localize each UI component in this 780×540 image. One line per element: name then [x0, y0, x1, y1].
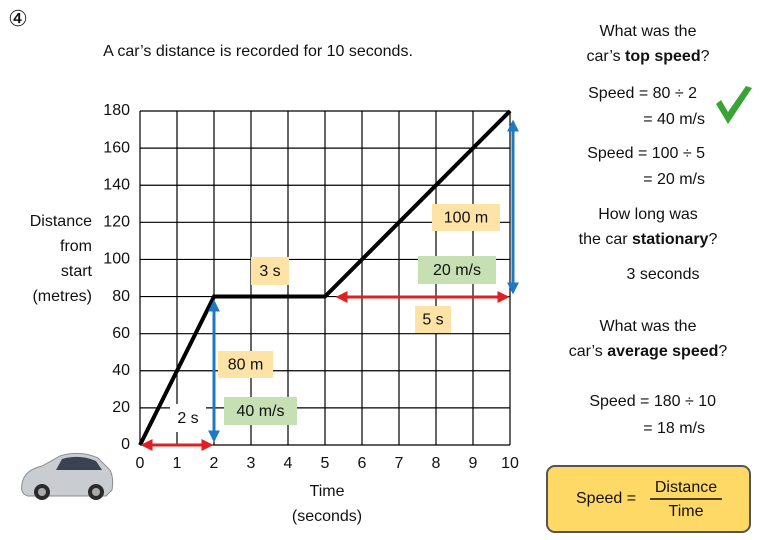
- formula-denominator: Time: [669, 503, 704, 520]
- question-line: car’s average speed?: [569, 343, 728, 360]
- answer-line: Speed = 180 ÷ 10: [589, 393, 716, 410]
- y-tick-label: 140: [103, 176, 130, 193]
- y-tick-label: 160: [103, 139, 130, 156]
- question-line: How long was: [598, 206, 698, 223]
- y-tick-label: 40: [112, 362, 130, 379]
- formula-numerator: Distance: [655, 479, 717, 496]
- answer-line: = 40 m/s: [643, 111, 705, 128]
- annotation: 100 m: [444, 210, 488, 227]
- question-text: the car: [579, 231, 632, 248]
- y-tick-label: 100: [103, 251, 130, 268]
- y-tick-label: 120: [103, 214, 130, 231]
- annotation: 40 m/s: [236, 403, 284, 420]
- y-axis-label: (metres): [32, 288, 92, 305]
- chart: 0 20 40 60 80 100 120 140 160 180 0 1 2 3 4 5 6 7 8 9 10 Dist…: [30, 102, 519, 525]
- answer-line: = 20 m/s: [643, 171, 705, 188]
- question-text: ?: [718, 343, 727, 360]
- question-line: the car stationary?: [579, 231, 718, 248]
- question-text: car’s: [587, 48, 626, 65]
- question-keyword: stationary: [632, 231, 709, 248]
- y-tick-label: 0: [121, 436, 130, 453]
- question-number: ④: [8, 6, 28, 31]
- question-line: car’s top speed?: [587, 48, 710, 65]
- question-line: What was the: [600, 318, 697, 335]
- annotation-box: [224, 397, 297, 425]
- y-tick-label: 20: [112, 399, 130, 416]
- y-tick-label: 180: [103, 102, 130, 119]
- y-tick-label: 60: [112, 325, 130, 342]
- x-axis-label: (seconds): [292, 508, 362, 525]
- arrows: [140, 119, 519, 451]
- x-tick-label: 3: [247, 455, 256, 472]
- question-text: ?: [701, 48, 710, 65]
- formula-lhs: Speed =: [576, 490, 636, 507]
- question-text: car’s: [569, 343, 608, 360]
- y-axis-label: Distance: [30, 213, 92, 230]
- question-text: ?: [708, 231, 717, 248]
- question-keyword: average speed: [607, 343, 718, 360]
- annotation: 5 s: [422, 312, 443, 329]
- annotation-box: [218, 351, 273, 378]
- questions: What was the car’s top speed? Speed = 80 ÷…: [569, 23, 728, 437]
- x-tick-label: 2: [210, 455, 219, 472]
- car-icon: [21, 452, 114, 500]
- y-axis-label: start: [61, 263, 93, 280]
- x-tick-label: 6: [358, 455, 367, 472]
- answer-line: 3 seconds: [627, 266, 700, 283]
- x-tick-label: 0: [136, 455, 145, 472]
- x-tick-label: 8: [432, 455, 441, 472]
- annotation-box: [432, 204, 500, 231]
- y-axis-label: from: [60, 238, 92, 255]
- x-tick-label: 5: [321, 455, 330, 472]
- formula-box: [546, 465, 751, 533]
- annotation-box: [170, 404, 206, 432]
- data-line: [138, 109, 512, 446]
- x-tick-label: 10: [501, 455, 519, 472]
- check-mark: [716, 86, 752, 124]
- answer-line: = 18 m/s: [643, 420, 705, 437]
- annotation: 20 m/s: [433, 262, 481, 279]
- annotation-box: [251, 257, 289, 285]
- annotation: 3 s: [259, 263, 280, 280]
- x-tick-label: 4: [284, 455, 293, 472]
- answer-line: Speed = 100 ÷ 5: [587, 145, 705, 162]
- annotation-box: [418, 256, 496, 284]
- x-axis-label: Time: [310, 483, 345, 500]
- annotation: 2 s: [177, 410, 198, 427]
- intro: A car’s distance is recorded for 10 seco…: [103, 43, 413, 60]
- answer-line: Speed = 80 ÷ 2: [588, 85, 697, 102]
- x-tick-label: 9: [469, 455, 478, 472]
- question-keyword: top speed: [625, 48, 701, 65]
- x-tick-label: 7: [395, 455, 404, 472]
- annotation-box: [415, 306, 451, 333]
- annotation: 80 m: [228, 357, 264, 374]
- question-line: What was the: [600, 23, 697, 40]
- y-tick-label: 80: [112, 288, 130, 305]
- x-tick-label: 1: [173, 455, 182, 472]
